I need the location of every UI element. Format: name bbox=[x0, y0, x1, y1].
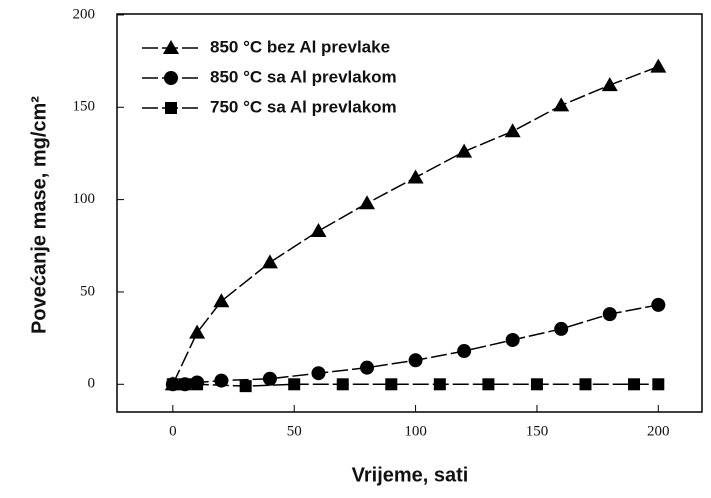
x-tick-label: 200 bbox=[647, 423, 670, 439]
marker-square bbox=[165, 102, 177, 114]
x-tick-label: 0 bbox=[169, 423, 177, 439]
marker-square bbox=[433, 378, 446, 391]
marker-triangle bbox=[213, 293, 230, 308]
marker-circle bbox=[457, 344, 472, 359]
marker-triangle bbox=[163, 40, 179, 54]
series-line bbox=[172, 304, 659, 386]
marker-circle bbox=[505, 332, 520, 347]
marker-square bbox=[288, 378, 301, 391]
marker-triangle bbox=[601, 77, 618, 92]
marker-circle bbox=[360, 360, 375, 375]
marker-triangle bbox=[310, 223, 327, 238]
marker-square bbox=[178, 378, 191, 391]
plot-frame bbox=[116, 13, 703, 413]
marker-circle bbox=[602, 307, 617, 322]
y-tick-label: 150 bbox=[73, 99, 96, 115]
legend-label: 750 °C sa Al prevlakom bbox=[210, 97, 397, 116]
marker-square bbox=[530, 378, 543, 391]
marker-square bbox=[652, 378, 665, 391]
marker-circle bbox=[651, 297, 666, 312]
marker-triangle bbox=[261, 254, 278, 269]
x-tick-label: 50 bbox=[287, 423, 302, 439]
marker-triangle bbox=[189, 324, 206, 339]
x-tick-label: 100 bbox=[404, 423, 427, 439]
marker-square bbox=[239, 380, 252, 393]
marker-triangle bbox=[407, 169, 424, 184]
y-tick-label: 200 bbox=[73, 6, 96, 22]
marker-circle bbox=[311, 366, 326, 381]
y-tick-label: 50 bbox=[80, 283, 95, 299]
marker-triangle bbox=[504, 123, 521, 138]
marker-circle bbox=[164, 71, 178, 85]
marker-square bbox=[628, 378, 641, 391]
y-axis-label: Povećanje mase, mg/cm² bbox=[28, 96, 50, 334]
marker-circle bbox=[408, 353, 423, 368]
marker-square bbox=[579, 378, 592, 391]
marker-square bbox=[166, 378, 179, 391]
marker-square bbox=[385, 378, 398, 391]
marker-square bbox=[336, 378, 349, 391]
legend-label: 850 °C sa Al prevlakom bbox=[210, 67, 397, 86]
x-axis-label: Vrijeme, sati bbox=[352, 464, 469, 486]
marker-circle bbox=[554, 321, 569, 336]
marker-triangle bbox=[650, 58, 667, 73]
x-tick-label: 150 bbox=[526, 423, 549, 439]
legend-label: 850 °C bez Al prevlake bbox=[210, 37, 390, 56]
marker-triangle bbox=[456, 143, 473, 158]
marker-square bbox=[482, 378, 495, 391]
y-tick-label: 100 bbox=[73, 191, 96, 207]
marker-circle bbox=[262, 371, 277, 386]
marker-square bbox=[191, 378, 204, 391]
marker-triangle bbox=[359, 195, 376, 210]
y-tick-label: 0 bbox=[88, 376, 96, 392]
marker-triangle bbox=[553, 97, 570, 112]
marker-circle bbox=[214, 373, 229, 388]
